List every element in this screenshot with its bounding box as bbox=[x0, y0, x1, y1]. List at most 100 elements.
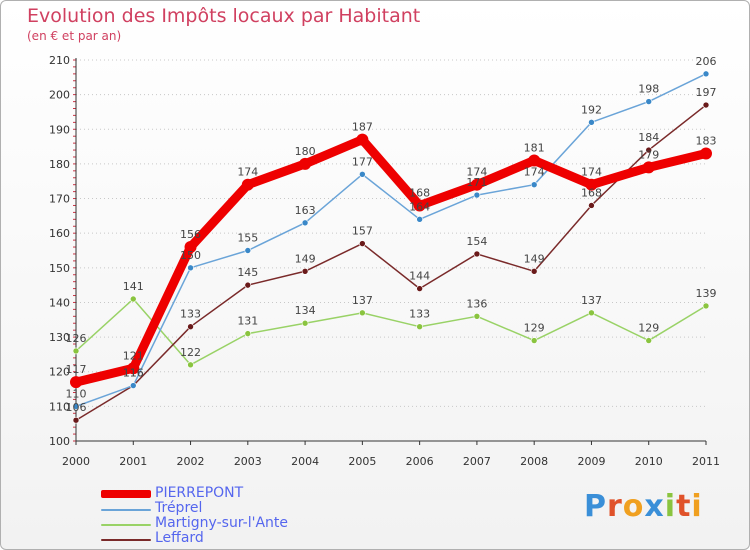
data-label-martigny-sur-l-ante: 133 bbox=[409, 308, 430, 321]
data-point-martigny-sur-l-ante bbox=[645, 337, 653, 344]
data-point-martigny-sur-l-ante bbox=[187, 361, 194, 369]
data-point-pierrepont bbox=[70, 376, 82, 389]
data-point-martigny-sur-l-ante bbox=[473, 313, 481, 320]
x-tick-label: 2005 bbox=[348, 455, 376, 468]
data-point-pierrepont bbox=[184, 241, 197, 254]
grid-lines bbox=[76, 59, 706, 442]
data-point-leffard bbox=[359, 240, 366, 247]
data-label-leffard: 145 bbox=[237, 266, 258, 279]
x-tick-label: 2009 bbox=[577, 455, 605, 468]
data-point-pierrepont bbox=[642, 161, 655, 174]
data-label-martigny-sur-l-ante: 126 bbox=[66, 332, 87, 345]
data-label-tr-prel: 110 bbox=[66, 387, 87, 400]
data-label-leffard: 149 bbox=[524, 252, 545, 265]
series-lines bbox=[70, 70, 712, 424]
data-label-pierrepont: 174 bbox=[581, 166, 602, 179]
data-label-martigny-sur-l-ante: 137 bbox=[581, 294, 602, 307]
y-tick-label: 100 bbox=[49, 435, 70, 448]
data-labels: 1261411221311341371331361291371291391061… bbox=[66, 55, 717, 414]
legend-label: Martigny-sur-l'Ante bbox=[155, 515, 289, 531]
x-tick-label: 2008 bbox=[520, 455, 548, 468]
data-point-tr-prel bbox=[702, 70, 710, 78]
data-point-leffard bbox=[473, 250, 481, 258]
data-point-pierrepont bbox=[528, 154, 541, 167]
data-point-leffard bbox=[588, 202, 595, 209]
data-label-tr-prel: 206 bbox=[696, 55, 717, 68]
data-label-tr-prel: 171 bbox=[466, 176, 487, 189]
data-label-martigny-sur-l-ante: 139 bbox=[696, 287, 717, 300]
data-label-pierrepont: 121 bbox=[123, 349, 144, 362]
data-label-martigny-sur-l-ante: 122 bbox=[180, 346, 201, 359]
data-label-leffard: 106 bbox=[66, 401, 87, 414]
legend-swatch-leffard bbox=[101, 539, 151, 541]
x-tick-label: 2007 bbox=[463, 455, 491, 468]
data-label-pierrepont: 187 bbox=[352, 121, 373, 134]
data-label-martigny-sur-l-ante: 129 bbox=[638, 322, 659, 335]
data-point-martigny-sur-l-ante bbox=[301, 319, 309, 327]
data-label-pierrepont: 179 bbox=[638, 148, 659, 161]
legend-label: Leffard bbox=[155, 530, 204, 546]
data-label-pierrepont: 181 bbox=[524, 141, 545, 154]
data-point-leffard bbox=[645, 146, 653, 154]
logo-letter: o bbox=[622, 489, 645, 524]
data-point-martigny-sur-l-ante bbox=[129, 295, 137, 303]
x-tick-label: 2002 bbox=[177, 455, 205, 468]
y-tick-label: 150 bbox=[49, 262, 70, 275]
data-point-tr-prel bbox=[530, 181, 538, 188]
legend-label: PIERREPONT bbox=[155, 485, 244, 501]
logo-letter: t bbox=[676, 489, 692, 524]
data-point-tr-prel bbox=[244, 247, 252, 254]
series-line-pierrepont bbox=[71, 135, 711, 387]
data-label-leffard: 197 bbox=[696, 86, 717, 99]
data-point-tr-prel bbox=[301, 219, 309, 227]
data-label-pierrepont: 183 bbox=[696, 135, 717, 148]
y-tick-label: 170 bbox=[49, 193, 70, 206]
data-label-leffard: 154 bbox=[466, 235, 487, 248]
data-point-martigny-sur-l-ante bbox=[702, 302, 710, 310]
data-point-leffard bbox=[72, 416, 80, 424]
data-label-pierrepont: 117 bbox=[66, 363, 87, 376]
data-label-pierrepont: 156 bbox=[180, 228, 201, 241]
y-tick-label: 110 bbox=[49, 400, 70, 413]
x-tick-label: 2004 bbox=[291, 455, 319, 468]
data-point-tr-prel bbox=[416, 216, 423, 223]
data-point-pierrepont bbox=[470, 178, 483, 191]
data-point-pierrepont bbox=[127, 362, 140, 375]
y-tick-label: 200 bbox=[49, 89, 70, 102]
data-label-tr-prel: 155 bbox=[237, 232, 258, 245]
data-label-tr-prel: 150 bbox=[180, 249, 201, 262]
data-point-tr-prel bbox=[359, 171, 366, 178]
series-line-tr-prel bbox=[75, 73, 707, 408]
data-label-tr-prel: 192 bbox=[581, 103, 602, 116]
data-point-martigny-sur-l-ante bbox=[588, 309, 595, 317]
data-label-martigny-sur-l-ante: 137 bbox=[352, 294, 373, 307]
data-label-leffard: 184 bbox=[638, 131, 659, 144]
proxiti-logo: Proxiti bbox=[584, 489, 703, 524]
logo-letter: i bbox=[664, 489, 677, 524]
y-tick-label: 120 bbox=[49, 366, 70, 379]
x-tick-label: 2006 bbox=[406, 455, 434, 468]
data-point-leffard bbox=[301, 267, 309, 275]
data-label-pierrepont: 168 bbox=[409, 186, 430, 199]
data-point-martigny-sur-l-ante bbox=[359, 309, 366, 317]
data-label-tr-prel: 116 bbox=[123, 367, 144, 380]
x-tick-label: 2011 bbox=[692, 455, 720, 468]
y-tick-label: 130 bbox=[49, 331, 70, 344]
y-tick-label: 210 bbox=[49, 54, 70, 67]
y-tick-label: 140 bbox=[49, 296, 70, 309]
data-label-tr-prel: 198 bbox=[638, 83, 659, 96]
data-label-leffard: 157 bbox=[352, 225, 373, 238]
data-label-pierrepont: 174 bbox=[466, 166, 487, 179]
data-label-martigny-sur-l-ante: 136 bbox=[466, 297, 487, 310]
data-label-leffard: 133 bbox=[180, 308, 201, 321]
data-point-martigny-sur-l-ante bbox=[244, 330, 252, 337]
data-label-martigny-sur-l-ante: 134 bbox=[295, 304, 316, 317]
data-point-pierrepont bbox=[413, 199, 426, 212]
y-tick-label: 190 bbox=[49, 123, 70, 136]
data-label-leffard: 168 bbox=[581, 186, 602, 199]
logo-letter: P bbox=[584, 489, 607, 524]
data-point-pierrepont bbox=[700, 147, 712, 160]
legend-swatch-pierrepont bbox=[101, 490, 151, 498]
legend-label: Tréprel bbox=[155, 500, 203, 516]
